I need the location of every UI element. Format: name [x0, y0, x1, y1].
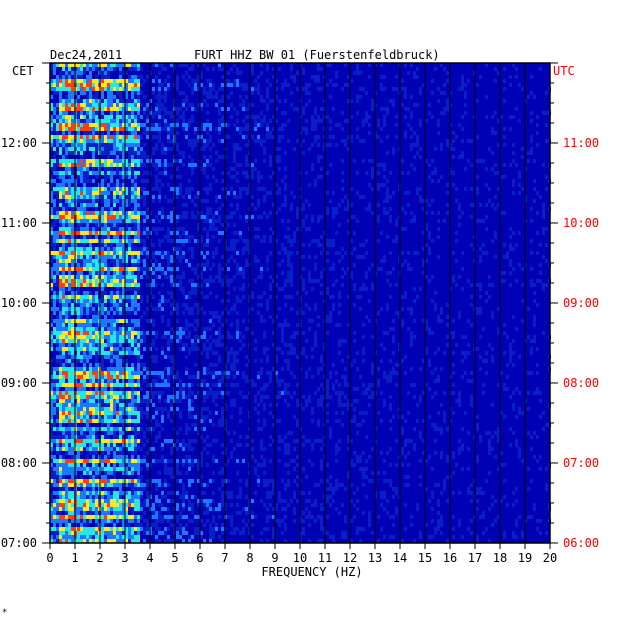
- spectrogram-cells: [50, 63, 551, 543]
- right-time-label: 10:00: [563, 216, 599, 230]
- cet-label: CET: [12, 64, 34, 78]
- left-time-label: 10:00: [1, 296, 37, 310]
- x-axis: 0 1 2 3 4 5 6 7 8 9 10 11 12 13 14 15 16 17 18 19 20: [46, 543, 557, 565]
- x-tick-label: 16: [443, 551, 457, 565]
- x-tick-label: 0: [46, 551, 53, 565]
- station-title: FURT HHZ BW 01 (Fuerstenfeldbruck): [194, 48, 440, 62]
- x-tick-label: 11: [318, 551, 332, 565]
- right-time-axis: 06:00 07:00 08:00 09:00 10:00 11:00: [550, 62, 599, 550]
- x-tick-label: 19: [518, 551, 532, 565]
- x-tick-label: 5: [171, 551, 178, 565]
- x-tick-label: 9: [271, 551, 278, 565]
- x-tick-label: 17: [468, 551, 482, 565]
- x-tick-label: 1: [71, 551, 78, 565]
- x-axis-label: FREQUENCY (HZ): [261, 565, 362, 579]
- x-tick-label: 13: [368, 551, 382, 565]
- right-time-label: 08:00: [563, 376, 599, 390]
- x-tick-label: 12: [343, 551, 357, 565]
- left-time-label: 09:00: [1, 376, 37, 390]
- right-time-label: 06:00: [563, 536, 599, 550]
- right-time-label: 11:00: [563, 136, 599, 150]
- x-tick-label: 7: [221, 551, 228, 565]
- date-label: Dec24,2011: [50, 48, 122, 62]
- x-tick-label: 18: [493, 551, 507, 565]
- footer-mark: *: [2, 608, 7, 618]
- x-tick-label: 6: [196, 551, 203, 565]
- right-time-label: 07:00: [563, 456, 599, 470]
- x-tick-label: 10: [293, 551, 307, 565]
- left-time-label: 08:00: [1, 456, 37, 470]
- left-time-axis: 07:00 08:00 09:00 10:00 11:00 12:00: [1, 62, 50, 550]
- left-time-label: 07:00: [1, 536, 37, 550]
- x-tick-label: 2: [96, 551, 103, 565]
- x-tick-label: 8: [246, 551, 253, 565]
- utc-label: UTC: [553, 64, 575, 78]
- x-tick-label: 4: [146, 551, 153, 565]
- right-time-label: 09:00: [563, 296, 599, 310]
- x-tick-label: 20: [543, 551, 557, 565]
- x-tick-label: 15: [418, 551, 432, 565]
- x-tick-label: 3: [121, 551, 128, 565]
- x-tick-label: 14: [393, 551, 407, 565]
- plot-area: [49, 62, 551, 544]
- left-time-label: 11:00: [1, 216, 37, 230]
- left-time-label: 12:00: [1, 136, 37, 150]
